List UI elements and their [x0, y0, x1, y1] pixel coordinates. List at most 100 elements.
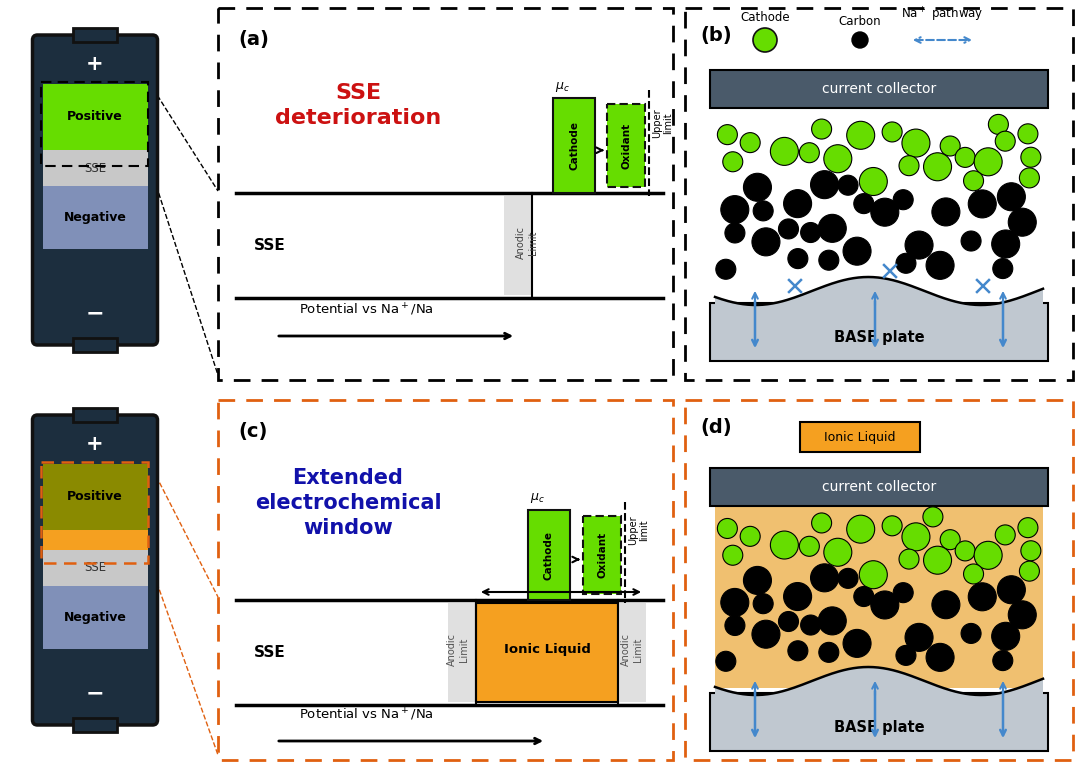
- Bar: [41, 82, 148, 166]
- Circle shape: [838, 175, 858, 196]
- Text: Positive: Positive: [67, 110, 123, 123]
- Circle shape: [740, 133, 760, 153]
- Bar: [476, 603, 618, 702]
- Circle shape: [963, 564, 984, 584]
- Circle shape: [893, 189, 914, 209]
- Circle shape: [996, 525, 1015, 545]
- Circle shape: [753, 201, 773, 221]
- Circle shape: [819, 642, 839, 663]
- Circle shape: [860, 167, 888, 196]
- Text: Ionic Liquid: Ionic Liquid: [503, 643, 591, 656]
- Circle shape: [717, 518, 738, 538]
- Circle shape: [988, 114, 1009, 134]
- Circle shape: [770, 531, 798, 559]
- Bar: [710, 468, 1048, 506]
- Circle shape: [752, 621, 780, 648]
- Circle shape: [720, 588, 748, 617]
- Circle shape: [926, 252, 954, 279]
- Circle shape: [784, 189, 811, 218]
- Bar: [42, 249, 148, 336]
- Text: BASE plate: BASE plate: [834, 331, 924, 345]
- Bar: [73, 28, 117, 42]
- Polygon shape: [715, 667, 1043, 695]
- Text: +: +: [86, 433, 104, 453]
- Circle shape: [852, 32, 868, 48]
- Text: Oxidant: Oxidant: [597, 532, 607, 578]
- Circle shape: [941, 136, 960, 156]
- Text: (b): (b): [700, 26, 731, 45]
- Circle shape: [932, 591, 960, 619]
- Text: Anodic
Limit: Anodic Limit: [447, 633, 469, 666]
- Text: Potential vs Na$^+$/Na: Potential vs Na$^+$/Na: [298, 301, 433, 318]
- Bar: [685, 8, 1074, 380]
- Circle shape: [993, 650, 1013, 670]
- Circle shape: [800, 615, 821, 635]
- Circle shape: [974, 148, 1002, 176]
- Circle shape: [811, 119, 832, 139]
- Circle shape: [779, 219, 798, 239]
- Circle shape: [896, 645, 916, 666]
- Bar: [42, 649, 148, 716]
- Circle shape: [902, 129, 930, 157]
- Text: SSE: SSE: [84, 162, 106, 175]
- Text: SSE: SSE: [84, 561, 106, 574]
- Circle shape: [969, 583, 996, 611]
- Text: SSE
deterioration: SSE deterioration: [275, 83, 441, 128]
- Bar: [42, 186, 148, 249]
- Circle shape: [997, 576, 1025, 604]
- Circle shape: [784, 582, 811, 611]
- Circle shape: [753, 594, 773, 614]
- Circle shape: [1021, 147, 1041, 167]
- Text: (d): (d): [700, 418, 731, 437]
- Circle shape: [899, 156, 919, 176]
- Circle shape: [1009, 601, 1037, 629]
- Circle shape: [882, 122, 902, 142]
- Circle shape: [743, 566, 771, 594]
- Circle shape: [905, 231, 933, 259]
- Bar: [710, 70, 1048, 108]
- Circle shape: [824, 538, 852, 566]
- Bar: [73, 408, 117, 422]
- Circle shape: [811, 513, 832, 533]
- Bar: [685, 400, 1074, 760]
- Circle shape: [716, 259, 735, 279]
- Circle shape: [870, 198, 899, 226]
- Bar: [42, 585, 148, 649]
- Bar: [42, 150, 148, 186]
- Circle shape: [961, 231, 981, 251]
- Bar: [41, 462, 148, 563]
- Bar: [218, 400, 673, 760]
- Bar: [618, 603, 646, 702]
- Circle shape: [788, 249, 808, 268]
- Bar: [42, 549, 148, 585]
- Circle shape: [996, 131, 1015, 151]
- Text: Anodic
Limit: Anodic Limit: [516, 226, 538, 259]
- Bar: [42, 464, 148, 530]
- Circle shape: [1020, 561, 1039, 581]
- Circle shape: [770, 137, 798, 166]
- Text: $\mu_c$: $\mu_c$: [555, 80, 570, 94]
- Text: Upper
limit: Upper limit: [627, 515, 649, 545]
- Circle shape: [991, 622, 1020, 650]
- Circle shape: [1021, 541, 1041, 561]
- Circle shape: [899, 549, 919, 569]
- Text: current collector: current collector: [822, 480, 936, 494]
- Text: Potential vs Na$^+$/Na: Potential vs Na$^+$/Na: [298, 706, 433, 723]
- Text: $\mu_c$: $\mu_c$: [530, 491, 544, 505]
- Circle shape: [932, 198, 960, 226]
- Circle shape: [743, 173, 771, 201]
- Circle shape: [811, 171, 838, 199]
- Circle shape: [882, 516, 902, 536]
- Text: Extended
electrochemical
window: Extended electrochemical window: [255, 468, 442, 538]
- Circle shape: [870, 591, 899, 619]
- FancyBboxPatch shape: [32, 415, 158, 725]
- Circle shape: [974, 542, 1002, 569]
- Text: (c): (c): [238, 422, 268, 441]
- Text: SSE: SSE: [254, 645, 286, 660]
- Circle shape: [843, 237, 872, 265]
- Circle shape: [819, 607, 847, 635]
- Circle shape: [1020, 168, 1039, 188]
- Circle shape: [1018, 518, 1038, 538]
- Bar: [42, 84, 148, 150]
- Circle shape: [843, 630, 872, 657]
